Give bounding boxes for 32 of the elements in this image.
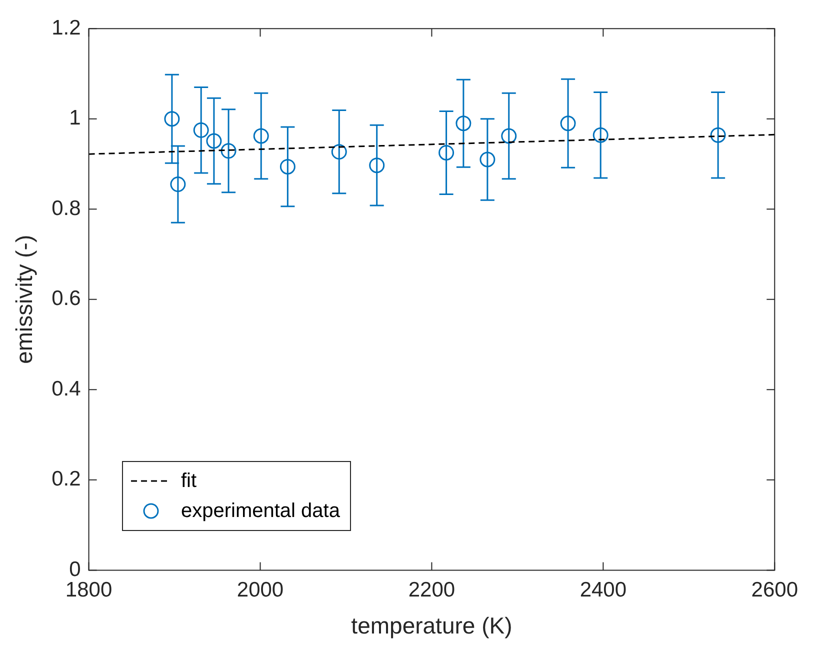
point (501, 128, 517, 144)
point (220, 143, 236, 159)
x-tick-label: 1800 (65, 578, 112, 602)
point (206, 133, 222, 149)
y-tick-label: 0 (69, 558, 81, 581)
point (438, 144, 454, 160)
point (253, 128, 269, 144)
point (193, 122, 209, 138)
point (456, 116, 472, 132)
y-tick-label: 1 (69, 106, 81, 130)
x-tick-label: 2000 (236, 578, 284, 602)
point (592, 127, 608, 143)
x-axis-title: temperature (K) (351, 612, 512, 639)
y-tick-label: 0.4 (52, 377, 82, 400)
legend-label: experimental data (181, 500, 340, 522)
point (480, 152, 496, 168)
legend-label: fit (181, 470, 197, 492)
y-axis-title: emissivity (-) (11, 234, 38, 364)
y-tick-label: 0.6 (52, 287, 81, 310)
point (164, 111, 180, 127)
point (280, 158, 296, 174)
x-tick-label: 2600 (751, 578, 798, 602)
y-tick-label: 0.8 (52, 196, 81, 220)
x-tick-label: 2400 (580, 578, 627, 602)
point (369, 158, 385, 174)
y-tick-label: 0.2 (52, 468, 81, 491)
point (710, 127, 726, 143)
x-tick-label: 2200 (408, 578, 456, 602)
point (560, 116, 576, 132)
point (331, 144, 347, 160)
point (170, 176, 186, 192)
y-tick-label: 1.2 (52, 16, 81, 40)
